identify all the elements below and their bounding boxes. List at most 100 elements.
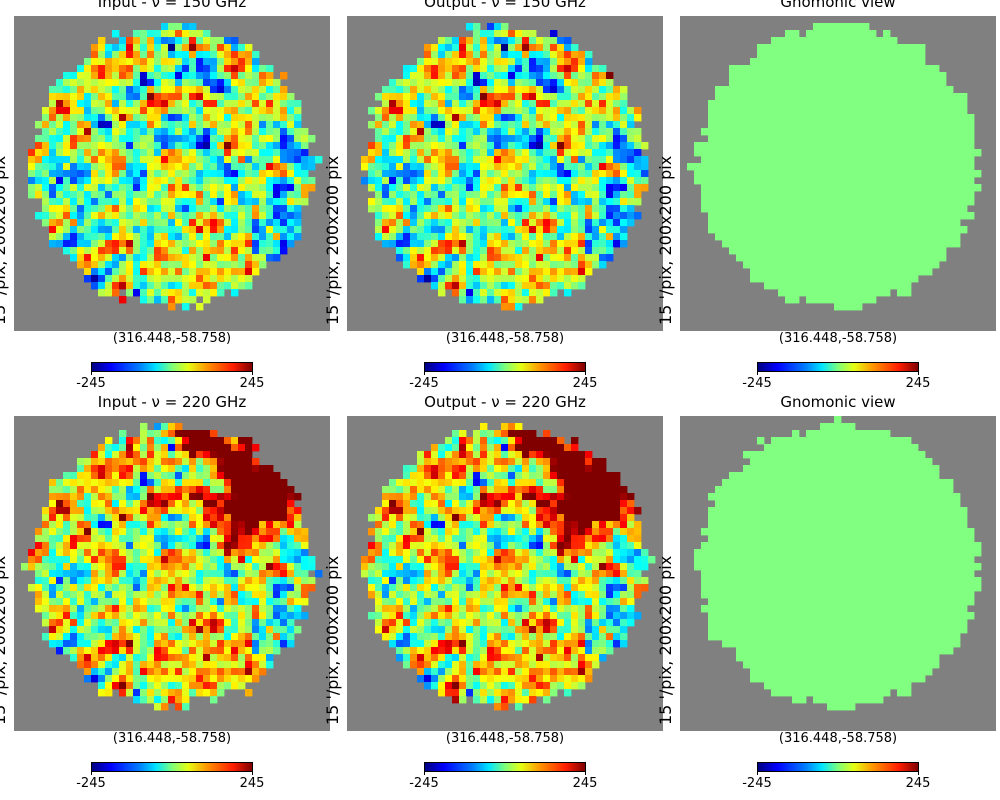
map-pixel xyxy=(431,121,439,129)
map-pixel xyxy=(764,156,772,164)
map-pixel xyxy=(529,219,537,227)
map-pixel xyxy=(564,149,572,157)
map-pixel xyxy=(848,51,856,59)
map-pixel xyxy=(487,156,495,164)
map-pixel xyxy=(252,654,260,662)
map-pixel xyxy=(168,500,176,508)
map-pixel xyxy=(403,128,411,136)
map-pixel xyxy=(750,240,758,248)
map-pixel xyxy=(585,226,593,234)
map-pixel xyxy=(806,51,814,59)
map-pixel xyxy=(757,268,765,276)
map-pixel xyxy=(529,65,537,73)
map-pixel xyxy=(820,296,828,304)
map-pixel xyxy=(70,205,78,213)
map-pixel xyxy=(757,184,765,192)
map-pixel xyxy=(98,479,106,487)
map-pixel xyxy=(259,261,267,269)
map-pixel xyxy=(904,128,912,136)
map-pixel xyxy=(627,205,635,213)
map-pixel xyxy=(757,254,765,262)
map-pixel xyxy=(196,654,204,662)
map-pixel xyxy=(536,170,544,178)
map-pixel xyxy=(536,282,544,290)
map-pixel xyxy=(743,86,751,94)
map-pixel xyxy=(382,233,390,241)
map-pixel xyxy=(77,514,85,522)
map-pixel xyxy=(238,619,246,627)
map-pixel xyxy=(84,465,92,473)
map-pixel xyxy=(897,191,905,199)
map-pixel xyxy=(764,219,772,227)
map-pixel xyxy=(445,58,453,66)
map-pixel xyxy=(266,493,274,501)
map-pixel xyxy=(911,275,919,283)
map-pixel xyxy=(63,177,71,185)
map-pixel xyxy=(231,451,239,459)
map-pixel xyxy=(813,156,821,164)
map-pixel xyxy=(238,282,246,290)
map-pixel xyxy=(515,44,523,52)
map-pixel xyxy=(56,619,64,627)
map-pixel xyxy=(529,268,537,276)
map-pixel xyxy=(133,633,141,641)
map-pixel xyxy=(715,219,723,227)
map-pixel xyxy=(238,444,246,452)
map-pixel xyxy=(459,163,467,171)
map-pixel xyxy=(84,654,92,662)
map-pixel xyxy=(35,591,43,599)
map-pixel xyxy=(252,514,260,522)
map-pixel xyxy=(459,114,467,122)
map-pixel xyxy=(841,93,849,101)
map-pixel xyxy=(112,514,120,522)
map-pixel xyxy=(557,37,565,45)
map-pixel xyxy=(855,163,863,171)
map-pixel xyxy=(736,163,744,171)
map-pixel xyxy=(897,79,905,87)
map-pixel xyxy=(501,261,509,269)
map-pixel xyxy=(946,184,954,192)
map-pixel xyxy=(224,619,232,627)
map-pixel xyxy=(431,275,439,283)
map-pixel xyxy=(862,72,870,80)
map-pixel xyxy=(231,212,239,220)
map-pixel xyxy=(231,584,239,592)
map-pixel xyxy=(918,156,926,164)
map-pixel xyxy=(939,254,947,262)
map-pixel xyxy=(217,633,225,641)
map-pixel xyxy=(564,170,572,178)
map-pixel xyxy=(203,584,211,592)
map-pixel xyxy=(203,233,211,241)
map-pixel xyxy=(452,121,460,129)
map-pixel xyxy=(897,247,905,255)
map-pixel xyxy=(140,156,148,164)
map-pixel xyxy=(501,100,509,108)
map-pixel xyxy=(897,58,905,66)
map-pixel xyxy=(862,212,870,220)
map-pixel xyxy=(56,647,64,655)
map-pixel xyxy=(98,619,106,627)
map-pixel xyxy=(904,51,912,59)
map-pixel xyxy=(890,37,898,45)
map-pixel xyxy=(701,205,709,213)
map-pixel xyxy=(210,521,218,529)
map-pixel xyxy=(634,156,642,164)
map-pixel xyxy=(897,268,905,276)
map-pixel xyxy=(266,514,274,522)
map-pixel xyxy=(175,268,183,276)
map-pixel xyxy=(126,268,134,276)
map-pixel xyxy=(196,472,204,480)
map-pixel xyxy=(119,458,127,466)
map-pixel xyxy=(827,226,835,234)
map-pixel xyxy=(967,128,975,136)
map-pixel xyxy=(522,289,530,297)
map-pixel xyxy=(410,135,418,143)
map-pixel xyxy=(897,86,905,94)
map-pixel xyxy=(771,135,779,143)
map-pixel xyxy=(154,86,162,94)
map-pixel xyxy=(834,72,842,80)
map-pixel xyxy=(473,198,481,206)
map-pixel xyxy=(140,577,148,585)
map-pixel xyxy=(764,205,772,213)
map-pixel xyxy=(238,205,246,213)
